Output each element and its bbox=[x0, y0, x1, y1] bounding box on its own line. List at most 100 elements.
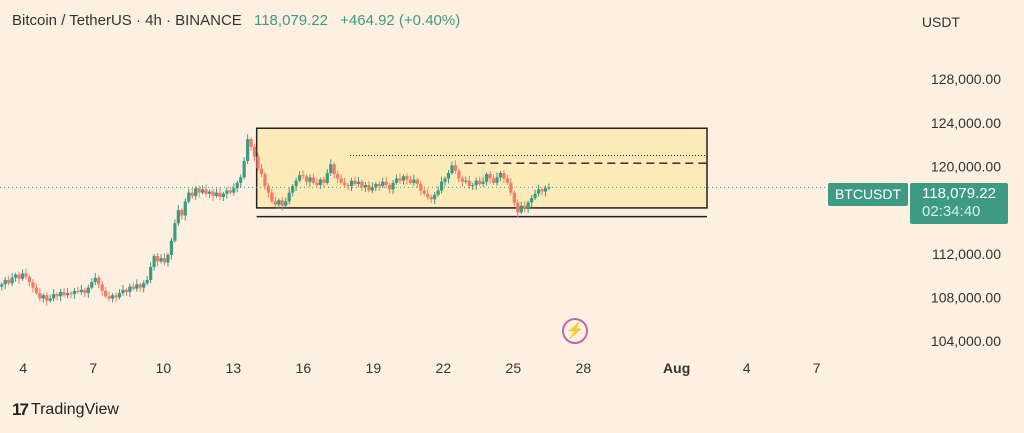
candle-body bbox=[41, 295, 45, 299]
candle-body bbox=[135, 284, 139, 289]
candle-body bbox=[478, 180, 482, 184]
candle-body bbox=[436, 190, 440, 195]
candle-body bbox=[530, 198, 534, 203]
candle-body bbox=[221, 193, 225, 198]
x-axis-label: 7 bbox=[813, 360, 821, 376]
candle-body bbox=[228, 190, 232, 193]
candle-body bbox=[59, 291, 63, 297]
x-axis-label: 4 bbox=[743, 360, 751, 376]
price-badge: 118,079.22 02:34:40 bbox=[910, 183, 1008, 224]
candle-body bbox=[110, 295, 115, 299]
candle-body bbox=[516, 202, 520, 213]
x-axis-label: 10 bbox=[156, 360, 172, 376]
candle-body bbox=[155, 255, 160, 262]
candle-body bbox=[342, 182, 347, 185]
candle-body bbox=[162, 258, 167, 263]
candle-body bbox=[24, 273, 28, 277]
candle-body bbox=[114, 295, 118, 298]
candle-body bbox=[394, 178, 399, 183]
x-axis-label: Aug bbox=[663, 360, 690, 376]
candle-body bbox=[405, 176, 409, 180]
candle-body bbox=[419, 183, 423, 191]
candle-body bbox=[426, 193, 430, 198]
candle-body bbox=[246, 139, 250, 161]
candle-body bbox=[491, 178, 496, 183]
candle-body bbox=[117, 293, 122, 298]
y-axis-label: 128,000.00 bbox=[931, 71, 1001, 87]
candle-body bbox=[381, 181, 385, 187]
candle-body bbox=[90, 282, 94, 288]
candle-body bbox=[336, 174, 340, 179]
candle-body bbox=[540, 189, 544, 192]
candle-body bbox=[388, 184, 392, 190]
candle-body bbox=[131, 286, 135, 289]
candle-body bbox=[79, 289, 83, 292]
candle-body bbox=[214, 192, 219, 196]
candle-body bbox=[391, 182, 395, 190]
candle-body bbox=[149, 266, 153, 280]
candle-body bbox=[401, 176, 406, 181]
y-axis-label: 108,000.00 bbox=[931, 289, 1001, 305]
candle-body bbox=[439, 181, 444, 191]
logo-mark: 17 bbox=[12, 400, 29, 419]
candle-body bbox=[20, 273, 25, 279]
candle-body bbox=[124, 289, 129, 292]
candle-body bbox=[325, 172, 329, 183]
candle-body bbox=[453, 165, 458, 171]
candle-body bbox=[415, 179, 419, 184]
candle-body bbox=[239, 177, 243, 183]
candle-body bbox=[142, 283, 146, 288]
candle-body bbox=[360, 181, 364, 188]
price-change: +464.92 (+0.40%) bbox=[340, 12, 461, 29]
candle-body bbox=[76, 290, 80, 292]
tradingview-logo[interactable]: 17 TradingView bbox=[12, 400, 119, 420]
candle-body bbox=[467, 180, 471, 187]
candle-body bbox=[259, 168, 264, 175]
candle-body bbox=[332, 164, 336, 175]
candle-body bbox=[346, 184, 350, 187]
candle-body bbox=[512, 192, 516, 203]
candle-body bbox=[10, 277, 14, 284]
x-axis-label: 28 bbox=[576, 360, 592, 376]
candle-body bbox=[495, 177, 499, 183]
lightning-icon[interactable]: ⚡ bbox=[562, 318, 588, 344]
candle-body bbox=[252, 146, 257, 157]
candle-body bbox=[17, 274, 21, 279]
last-price: 118,079.22 bbox=[253, 12, 328, 29]
candle-body bbox=[301, 175, 305, 177]
candle-body bbox=[218, 192, 222, 198]
candle-body bbox=[533, 193, 537, 199]
candle-body bbox=[176, 210, 180, 224]
candle-body bbox=[315, 182, 319, 185]
candle-body bbox=[211, 191, 215, 196]
candle-body bbox=[526, 202, 530, 210]
candle-body bbox=[297, 175, 302, 181]
symbol-badge: BTCUSDT bbox=[828, 183, 908, 206]
x-axis-label: 4 bbox=[19, 360, 27, 376]
candle-body bbox=[488, 174, 492, 179]
candle-body bbox=[207, 191, 212, 194]
candle-body bbox=[377, 183, 381, 187]
candle-body bbox=[121, 289, 125, 294]
candle-body bbox=[197, 188, 201, 193]
candle-body bbox=[52, 294, 56, 299]
candle-body bbox=[249, 139, 253, 147]
range-box bbox=[255, 127, 708, 209]
candle-body bbox=[187, 192, 191, 202]
candle-body bbox=[443, 178, 447, 182]
candle-body bbox=[266, 186, 271, 193]
x-axis-label: 19 bbox=[366, 360, 382, 376]
candle-body bbox=[308, 177, 312, 182]
candle-body bbox=[173, 223, 177, 241]
candle-body bbox=[339, 178, 343, 183]
candle-body bbox=[45, 295, 49, 301]
candle-body bbox=[159, 258, 163, 262]
candle-body bbox=[204, 189, 208, 194]
candle-body bbox=[145, 279, 149, 284]
candle-body bbox=[232, 188, 236, 193]
candle-body bbox=[384, 181, 388, 185]
candle-body bbox=[464, 180, 468, 182]
candle-body bbox=[412, 179, 416, 183]
candle-body bbox=[190, 192, 194, 196]
